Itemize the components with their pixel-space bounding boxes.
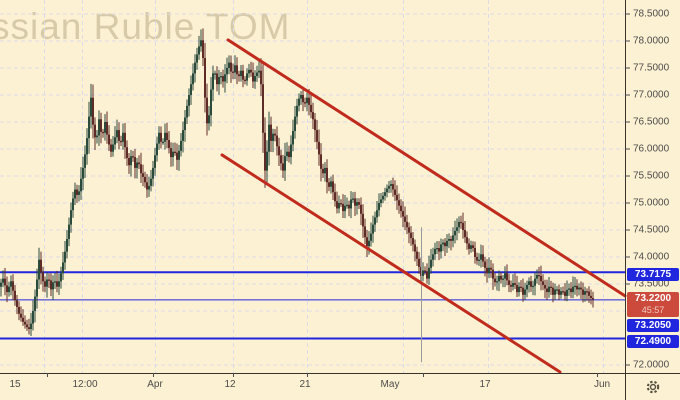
price-level-badge-middle: 73.2050 bbox=[627, 319, 679, 332]
price-axis-label: 78.5000 bbox=[633, 8, 670, 20]
price-axis-label: 77.0000 bbox=[633, 89, 670, 101]
time-axis-label: 17 bbox=[479, 379, 491, 390]
trend-channel bbox=[220, 38, 627, 374]
time-axis-label: 12:00 bbox=[72, 379, 98, 390]
price-axis-label: 76.5000 bbox=[633, 116, 670, 128]
current-price-value: 73.2200 bbox=[634, 293, 672, 304]
time-axis-label: 21 bbox=[299, 379, 311, 390]
symbol-watermark: ssian Ruble TOM bbox=[0, 6, 291, 47]
price-level-badge-upper: 73.7175 bbox=[627, 268, 679, 281]
price-axis-label: 75.5000 bbox=[633, 170, 670, 182]
time-axis-label: 15 bbox=[9, 379, 21, 390]
price-axis-label: 77.5000 bbox=[633, 62, 670, 74]
level-lines bbox=[0, 271, 625, 340]
price-axis-label: 73.5000 bbox=[633, 278, 670, 290]
candles bbox=[0, 28, 594, 336]
gear-icon bbox=[646, 380, 660, 394]
price-axis-label: 78.0000 bbox=[633, 35, 670, 47]
time-axis-label: Apr bbox=[147, 379, 163, 390]
current-price-badge: 73.2200 45:57 bbox=[627, 292, 679, 317]
countdown-timer: 45:57 bbox=[641, 305, 665, 315]
grid-lines bbox=[0, 0, 625, 373]
time-axis-label: 12 bbox=[224, 379, 236, 390]
price-axis-label: 76.0000 bbox=[633, 143, 670, 155]
price-axis-label: 72.0000 bbox=[633, 359, 670, 371]
settings-gear-icon[interactable] bbox=[626, 374, 680, 400]
price-axis-label: 74.0000 bbox=[633, 251, 670, 263]
price-axis[interactable]: 78.5000 78.0000 77.5000 77.0000 76.5000 76.00… bbox=[626, 0, 680, 373]
time-axis[interactable]: 15 12:00 Apr 12 21 May 17 Jun bbox=[0, 374, 625, 400]
time-axis-label: May bbox=[380, 379, 400, 390]
price-axis-label: 74.5000 bbox=[633, 224, 670, 236]
price-axis-label: 75.0000 bbox=[633, 197, 670, 209]
price-level-badge-lower: 72.4900 bbox=[627, 335, 679, 348]
time-axis-label: Jun bbox=[593, 379, 611, 390]
